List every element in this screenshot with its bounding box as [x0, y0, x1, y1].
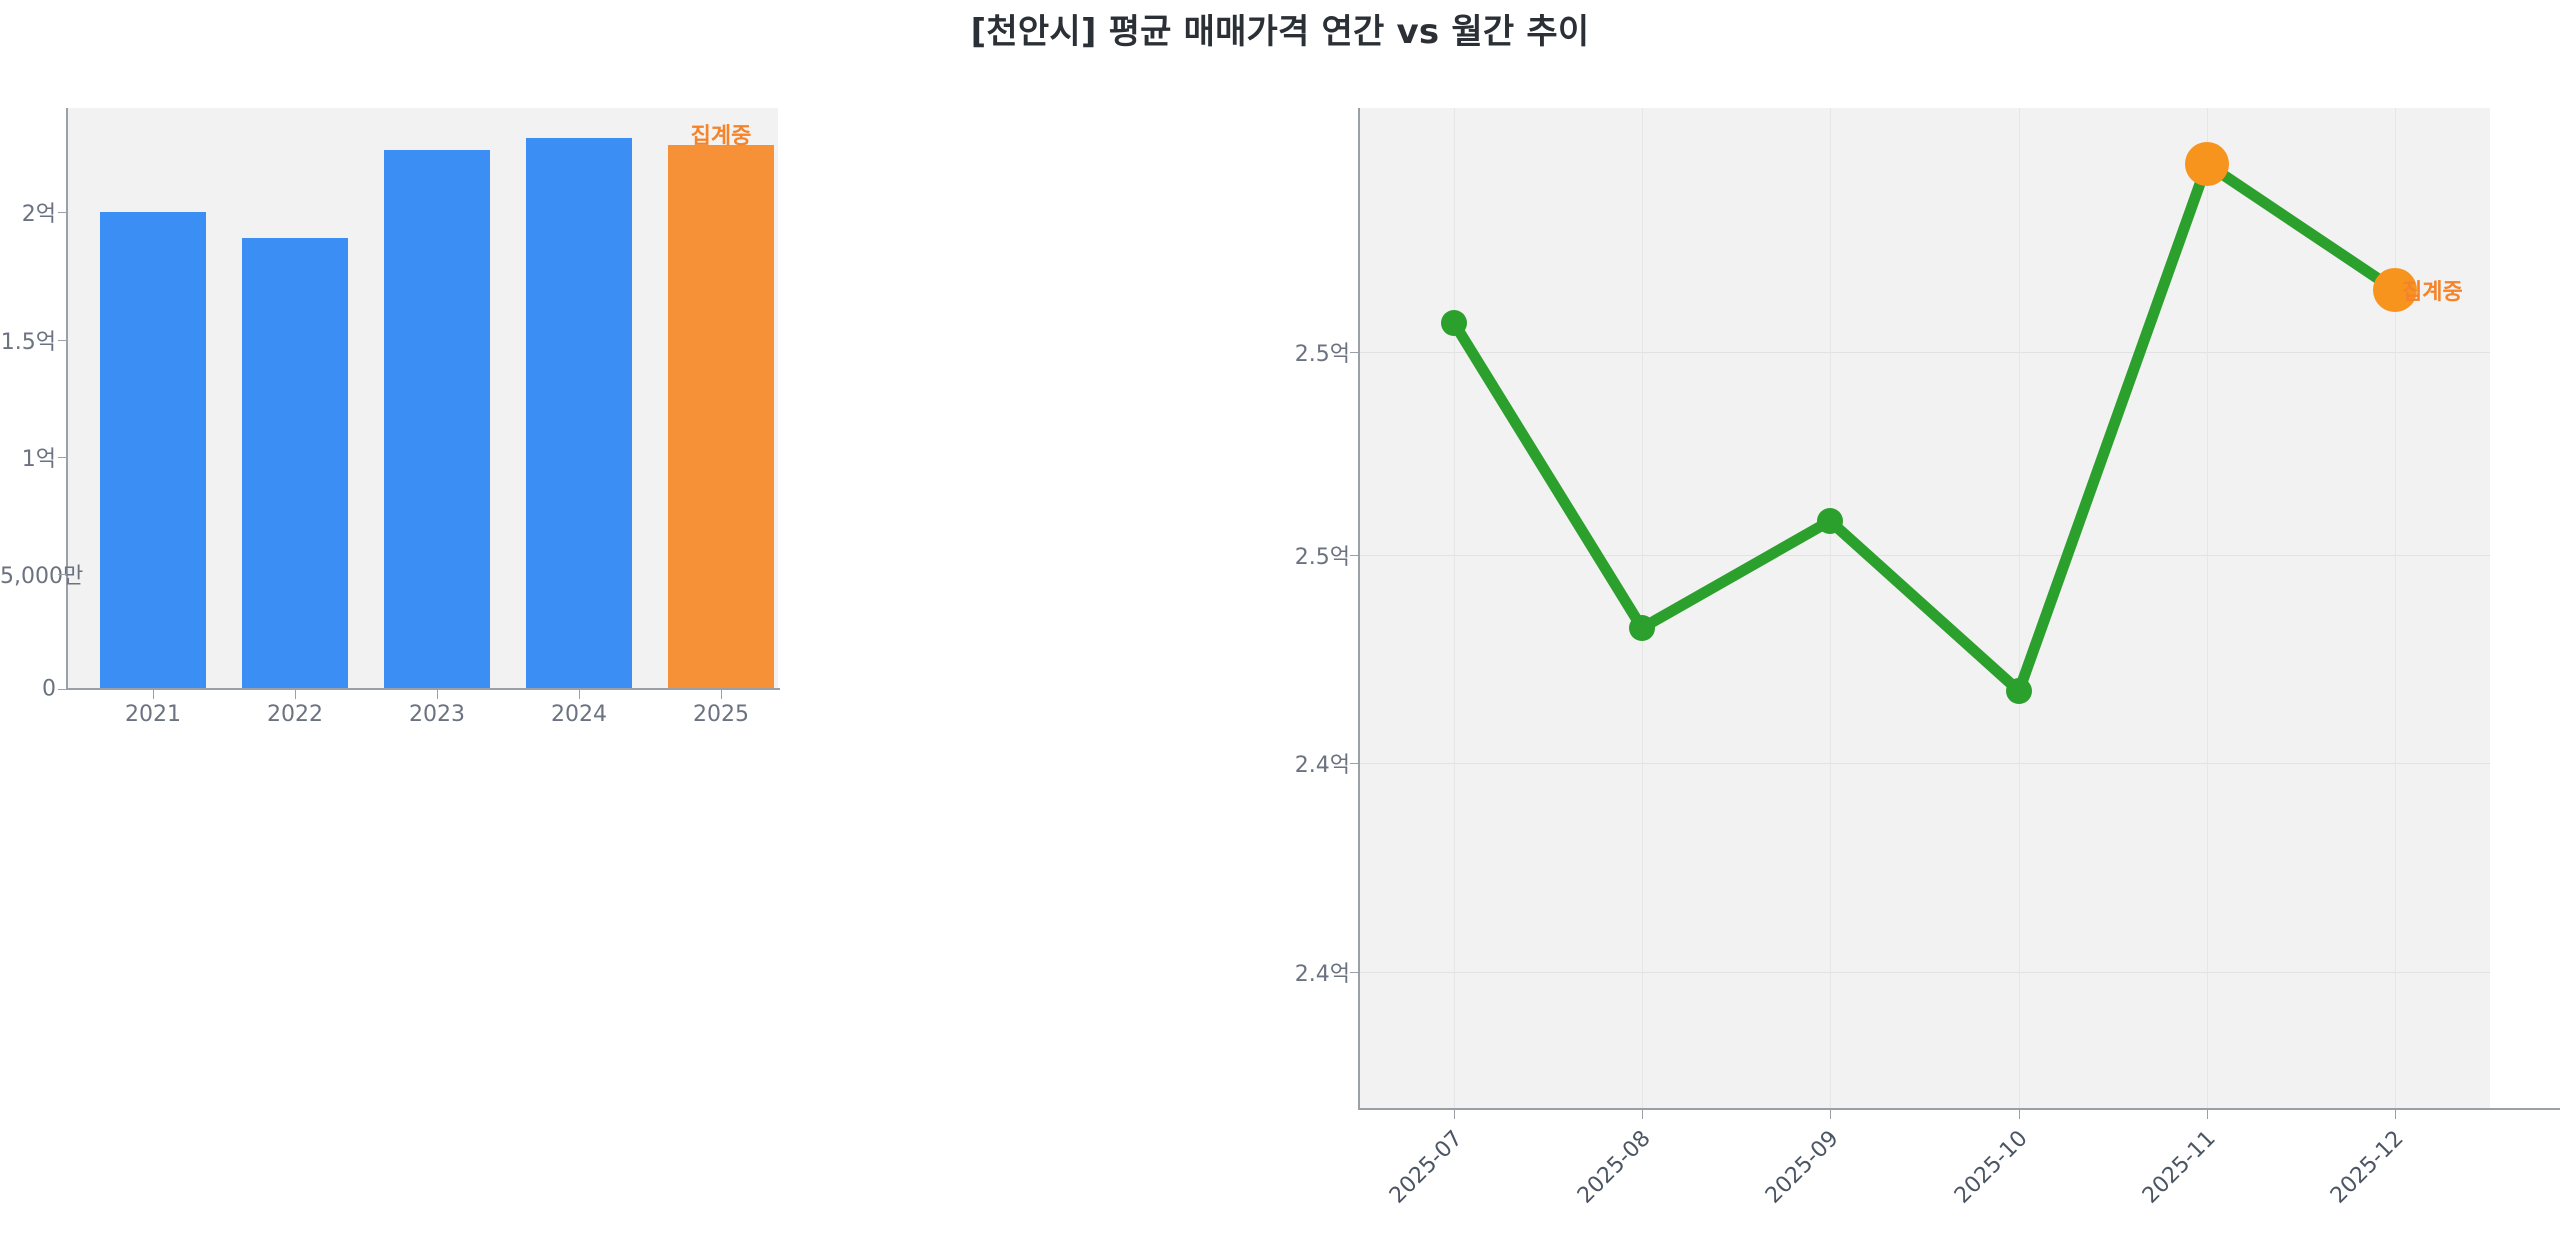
bar-2021[interactable] [100, 212, 206, 688]
left-y-tick-mark [58, 340, 67, 341]
data-point-2025-07[interactable] [1441, 310, 1467, 336]
right-chart-panel: 최근 6개월 평균 매매가격 [1230, 80, 2560, 1234]
right-grid-vline [1454, 108, 1455, 1108]
right-x-tick-mark [1642, 1110, 1643, 1119]
left-y-tick-label: 1억 [21, 447, 56, 472]
right-grid-line [1360, 972, 2490, 973]
left-y-tick-label: 5,000만 [0, 564, 84, 589]
right-x-tick-mark [2207, 1110, 2208, 1119]
right-grid-line [1360, 352, 2490, 353]
left-y-tick-mark [58, 689, 67, 690]
right-x-tick-mark [1830, 1110, 1831, 1119]
left-x-tick-mark [153, 690, 154, 699]
right-grid-line [1360, 763, 2490, 764]
left-y-tick-mark [58, 574, 67, 575]
bar-2022[interactable] [242, 238, 348, 688]
data-point-2025-09[interactable] [1817, 508, 1843, 534]
left-y-tick-label: 0 [42, 676, 56, 702]
left-x-tick-label: 2021 [125, 702, 181, 727]
bar-2023[interactable] [384, 150, 490, 688]
left-x-tick-mark [721, 690, 722, 699]
figure-title: [천안시] 평균 매매가격 연간 vs 월간 추이 [970, 11, 1590, 52]
left-y-tick-mark [58, 457, 67, 458]
right-grid-vline [2207, 108, 2208, 1108]
right-y-tick-mark [1350, 972, 1359, 973]
right-y-tick-mark [1350, 763, 1359, 764]
data-point-2025-10[interactable] [2006, 678, 2032, 704]
right-plot-y-axis-spine [1358, 108, 1360, 1108]
right-x-tick-mark [2019, 1110, 2020, 1119]
left-plot-x-axis-spine [66, 688, 780, 690]
right-y-tick-mark [1350, 352, 1359, 353]
right-chart-annotation: 집계중 [2402, 280, 2463, 305]
left-chart-panel: 연간 평균 매매가격 추이 2억 1.5억 1억 5,000만 0 [0, 80, 1230, 1234]
left-chart-annotation: 집계중 [690, 124, 752, 149]
right-y-tick-mark [1350, 555, 1359, 556]
left-x-tick-mark [579, 690, 580, 699]
right-x-tick-label: 2025-11 [2138, 1126, 2221, 1209]
right-x-tick-label: 2025-12 [2326, 1126, 2409, 1209]
right-x-tick-mark [2395, 1110, 2396, 1119]
right-y-tick-label: 2.5억 [1294, 545, 1350, 570]
left-bar-group [68, 108, 778, 688]
right-x-tick-label: 2025-08 [1573, 1126, 1656, 1209]
left-x-tick-mark [295, 690, 296, 699]
left-x-tick-label: 2025 [693, 702, 749, 727]
bar-2025[interactable] [668, 145, 774, 688]
right-grid-vline [1830, 108, 1831, 1108]
left-plot-y-axis-spine [66, 108, 68, 688]
right-y-tick-label: 2.4억 [1294, 753, 1350, 778]
right-grid-line [1360, 555, 2490, 556]
right-x-tick-label: 2025-09 [1761, 1126, 1844, 1209]
right-grid-vline [1642, 108, 1643, 1108]
left-x-tick-label: 2024 [551, 702, 607, 727]
right-line-series [1448, 158, 2401, 697]
left-x-tick-label: 2022 [267, 702, 323, 727]
right-y-tick-label: 2.4억 [1294, 962, 1350, 987]
left-y-tick-mark [58, 212, 67, 213]
bar-2024[interactable] [526, 138, 632, 688]
data-point-2025-11[interactable] [2185, 142, 2229, 186]
right-x-tick-mark [1454, 1110, 1455, 1119]
left-x-tick-label: 2023 [409, 702, 465, 727]
right-x-tick-label: 2025-10 [1950, 1126, 2033, 1209]
left-x-tick-mark [437, 690, 438, 699]
right-plot-area: 집계중 [1360, 108, 2490, 1108]
data-point-2025-12[interactable] [2373, 268, 2417, 312]
right-grid-vline [2019, 108, 2020, 1108]
data-point-2025-08[interactable] [1629, 615, 1655, 641]
right-grid-vline [2395, 108, 2396, 1108]
left-y-tick-label: 2억 [21, 202, 56, 227]
left-y-tick-label: 1.5억 [0, 330, 56, 355]
right-plot-x-axis-spine [1358, 1108, 2560, 1110]
right-y-tick-label: 2.5억 [1294, 342, 1350, 367]
right-x-tick-label: 2025-07 [1385, 1126, 1468, 1209]
